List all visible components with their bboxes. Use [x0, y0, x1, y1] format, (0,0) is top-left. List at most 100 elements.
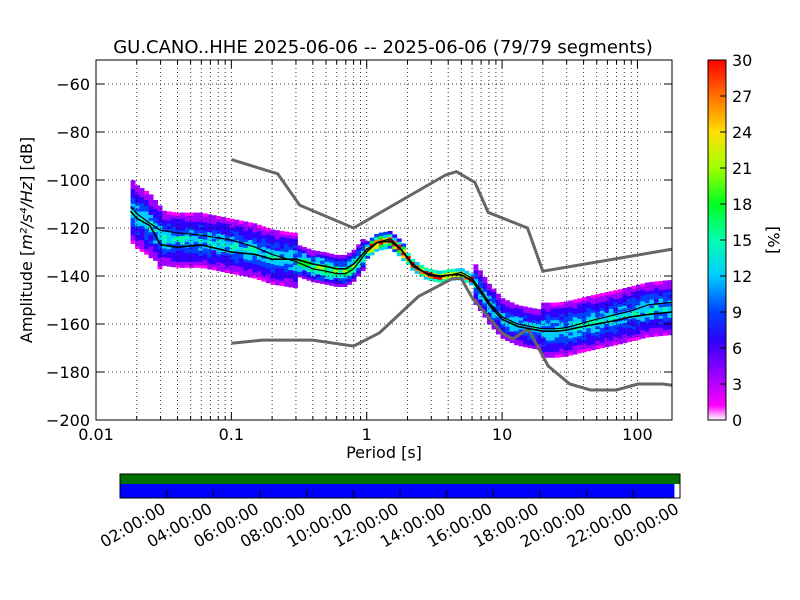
heatmap-cell: [631, 323, 637, 327]
heatmap-cell: [613, 336, 619, 340]
heatmap-cell: [162, 216, 167, 220]
heatmap-cell: [536, 314, 542, 319]
heatmap-cell: [256, 265, 262, 269]
heatmap-cell: [261, 246, 267, 250]
heatmap-cell: [243, 244, 249, 248]
heatmap-cell: [428, 277, 434, 281]
heatmap-cell: [193, 247, 199, 251]
heatmap-cell: [189, 229, 195, 234]
heatmap-cell: [302, 249, 307, 254]
heatmap-cell: [261, 258, 267, 262]
heatmap-cell: [229, 224, 235, 228]
heatmap-cell: [175, 255, 181, 260]
heatmap-cell: [541, 331, 547, 335]
heatmap-cell: [604, 332, 610, 336]
heatmap-cell: [478, 273, 483, 277]
heatmap-cell: [153, 211, 158, 215]
heatmap-cell: [514, 339, 519, 343]
heatmap-cell: [568, 300, 574, 304]
heatmap-cell: [640, 306, 646, 310]
heatmap-cell: [478, 299, 483, 303]
heatmap-cell: [324, 267, 330, 271]
heatmap-cell: [284, 234, 289, 238]
heatmap-cell: [586, 324, 592, 329]
heatmap-cell: [148, 200, 154, 204]
heatmap-cell: [663, 300, 668, 304]
heatmap-cell: [496, 293, 501, 297]
heatmap-cell: [261, 238, 267, 242]
heatmap-cell: [166, 220, 172, 224]
heatmap-cell: [198, 215, 204, 219]
heatmap-cell: [617, 341, 623, 345]
heatmap-cell: [130, 223, 136, 227]
heatmap-cell: [171, 243, 177, 247]
heatmap-cell: [175, 241, 181, 245]
heatmap-cell: [387, 233, 393, 238]
heatmap-cell: [635, 307, 641, 312]
segments-coverage-bar: [120, 484, 675, 498]
heatmap-cell: [554, 308, 560, 312]
heatmap-cell: [252, 255, 258, 259]
heatmap-cell: [234, 271, 240, 275]
heatmap-cell: [175, 253, 181, 257]
heatmap-cell: [500, 306, 506, 311]
heatmap-cell: [333, 274, 339, 279]
heatmap-cell: [306, 260, 312, 264]
heatmap-cell: [220, 222, 226, 226]
heatmap-cell: [211, 226, 217, 230]
heatmap-cell: [225, 243, 231, 248]
heatmap-cell: [563, 324, 569, 328]
heatmap-cell: [667, 297, 672, 301]
heatmap-cell: [157, 251, 163, 255]
heatmap-cell: [491, 300, 497, 304]
heatmap-cell: [658, 309, 664, 314]
heatmap-cell: [378, 247, 384, 251]
heatmap-cell: [144, 251, 149, 255]
heatmap-cell: [270, 238, 276, 242]
heatmap-cell: [568, 317, 574, 322]
heatmap-cell: [577, 329, 583, 334]
heatmap-cell: [135, 190, 140, 195]
heatmap-cell: [586, 313, 592, 317]
heatmap-cell: [256, 270, 262, 275]
heatmap-cell: [297, 271, 303, 275]
heatmap-cell: [383, 231, 389, 236]
heatmap-cell: [265, 230, 271, 235]
heatmap-cell: [351, 269, 357, 274]
heatmap-cell: [274, 230, 280, 234]
heatmap-cell: [274, 264, 280, 269]
heatmap-cell: [193, 253, 199, 257]
heatmap-cell: [180, 258, 186, 262]
heatmap-cell: [229, 236, 235, 240]
heatmap-cell: [577, 318, 583, 322]
heatmap-cell: [184, 227, 190, 231]
heatmap-cell: [311, 276, 316, 280]
heatmap-cell: [211, 218, 217, 222]
heatmap-cell: [446, 275, 452, 279]
heatmap-cell: [180, 250, 186, 254]
heatmap-cell: [153, 243, 158, 247]
heatmap-cell: [189, 218, 195, 222]
heatmap-cell: [184, 229, 190, 234]
heatmap-cell: [644, 322, 650, 327]
heatmap-cell: [604, 303, 610, 307]
heatmap-cell: [238, 226, 244, 230]
heatmap-cell: [207, 248, 213, 253]
heatmap-cell: [234, 248, 240, 252]
heatmap-cell: [667, 300, 672, 304]
heatmap-cell: [180, 255, 186, 260]
heatmap-cell: [663, 306, 668, 310]
y-axis-ticks: −60−80−100−120−140−160−180−200: [46, 75, 672, 430]
heatmap-cell: [613, 339, 619, 343]
heatmap-cell: [649, 290, 655, 294]
heatmap-cell: [243, 235, 249, 240]
heatmap-cell: [180, 241, 186, 245]
heatmap-cell: [202, 265, 208, 269]
heatmap-cell: [595, 296, 601, 301]
heatmap-cell: [631, 306, 637, 310]
heatmap-cell: [166, 231, 172, 235]
heatmap-cell: [374, 234, 380, 238]
heatmap-cell: [514, 304, 519, 308]
heatmap-cell: [198, 258, 204, 262]
